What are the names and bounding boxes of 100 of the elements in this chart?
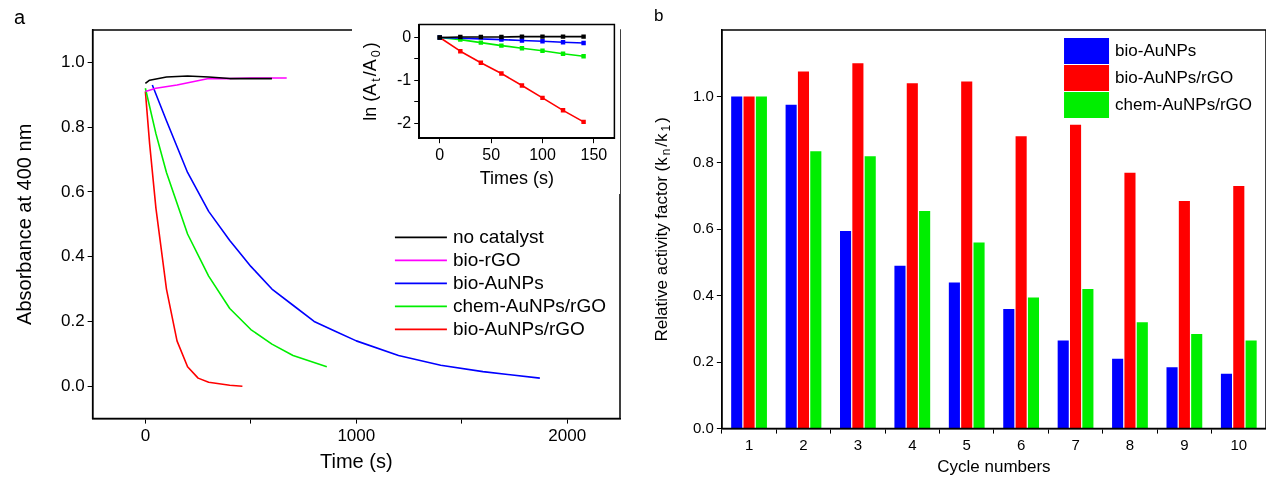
- y-tick-label: 0.6: [692, 219, 714, 237]
- point: [519, 38, 525, 43]
- x-tick-label: 6: [1016, 435, 1026, 453]
- point: [478, 40, 484, 45]
- point: [581, 40, 586, 46]
- point: [540, 48, 545, 53]
- bar: [1166, 367, 1178, 429]
- text: 1.0: [692, 86, 714, 104]
- bar: [1057, 340, 1069, 429]
- bar: [755, 96, 767, 429]
- bar: [1015, 136, 1027, 429]
- point: [560, 39, 566, 45]
- y-tick-label: 0: [402, 27, 412, 45]
- bar: [743, 96, 755, 429]
- y-tick-label: 0.2: [692, 352, 714, 370]
- x-tick-label: 3: [853, 435, 863, 453]
- bar: [1136, 322, 1148, 429]
- x-tick-label: 4: [908, 435, 917, 453]
- bar: [810, 151, 822, 429]
- point: [519, 34, 525, 39]
- point: [478, 34, 484, 40]
- bar: [948, 282, 960, 429]
- x-tick-label: 5: [962, 435, 971, 453]
- x-tick-label: 50: [482, 146, 501, 164]
- y-tick-label: 0.6: [60, 181, 85, 201]
- x-tick-label: 1: [744, 435, 754, 453]
- point: [458, 48, 463, 54]
- x-tick-label: 150: [580, 146, 608, 164]
- point: [581, 34, 586, 39]
- y-tick-label: 0.8: [60, 116, 85, 136]
- bar: [1027, 297, 1040, 429]
- y-tick-label: 0.2: [60, 311, 85, 331]
- point: [519, 83, 525, 88]
- y-tick-label: -2: [396, 113, 412, 131]
- legend-label: bio-AuNPs/rGO: [452, 317, 585, 339]
- y-tick-label: 0.8: [692, 153, 714, 171]
- point: [560, 108, 566, 113]
- legend-label: bio-AuNPs: [452, 271, 544, 293]
- bar: [973, 242, 985, 429]
- bar: [1178, 201, 1190, 429]
- x-tick-label: 2000: [548, 426, 587, 446]
- bar: [1070, 124, 1082, 429]
- legend-label: bio-AuNPs/rGO: [1115, 68, 1234, 88]
- x-tick-label: 9: [1180, 435, 1189, 453]
- point: [499, 71, 504, 76]
- y-axis-title: Relative activity factor (kn/k1): [651, 117, 674, 342]
- text: 1.0: [60, 52, 85, 72]
- bar: [919, 211, 931, 429]
- point: [540, 95, 545, 101]
- bar: [1082, 289, 1094, 429]
- legend-label: bio-rGO: [452, 248, 521, 270]
- bar: [1245, 340, 1257, 429]
- bar: [785, 104, 797, 429]
- bar: [1233, 186, 1245, 429]
- x-axis-title: Time (s): [320, 449, 393, 472]
- y-axis-title: ln (At/A0): [359, 42, 383, 121]
- x-tick-label: 100: [529, 146, 556, 164]
- bar: [864, 156, 876, 429]
- point: [540, 34, 545, 39]
- x-axis-title: Cycle numbers: [937, 457, 1051, 477]
- bar: [1112, 358, 1124, 429]
- bar: [894, 265, 906, 429]
- point: [581, 54, 586, 59]
- legend-label: no catalyst: [452, 225, 545, 247]
- bar: [1220, 373, 1233, 429]
- point: [478, 60, 484, 65]
- x-tick-label: 8: [1125, 435, 1135, 453]
- text: 0.0: [60, 375, 85, 395]
- y-tick-label: -1: [396, 70, 412, 88]
- legend-label: chem-AuNPs/rGO: [1115, 95, 1253, 115]
- x-tick-label: 0: [140, 426, 151, 446]
- x-tick-label: 7: [1071, 435, 1080, 453]
- x-tick-label: 2: [799, 435, 808, 453]
- y-axis-title: Absorbance at 400 nm: [12, 123, 35, 325]
- bar: [961, 81, 973, 429]
- legend-label: chem-AuNPs/rGO: [452, 294, 607, 316]
- point: [581, 119, 586, 125]
- bar: [1191, 333, 1203, 429]
- bar: [731, 96, 743, 429]
- text: 0.0: [692, 418, 714, 436]
- point: [499, 43, 504, 48]
- bar: [797, 71, 810, 429]
- bar: [1003, 309, 1015, 429]
- point: [560, 34, 566, 39]
- x-tick-label: 10: [1230, 435, 1248, 453]
- y-tick-label: 0.4: [692, 285, 714, 303]
- x-tick-label: 1000: [337, 426, 376, 446]
- chart-title: a: [14, 5, 26, 28]
- point: [519, 45, 525, 51]
- bar: [852, 63, 864, 429]
- point: [540, 39, 545, 44]
- x-axis-title: Times (s): [479, 168, 554, 189]
- bar: [906, 83, 918, 429]
- legend-label: bio-AuNPs: [1115, 41, 1197, 61]
- x-tick-label: 0: [435, 146, 445, 164]
- point: [560, 51, 566, 56]
- y-tick-label: 0.4: [60, 246, 85, 266]
- chart-title: b: [654, 6, 664, 26]
- bar: [840, 230, 852, 429]
- bar: [1124, 172, 1136, 429]
